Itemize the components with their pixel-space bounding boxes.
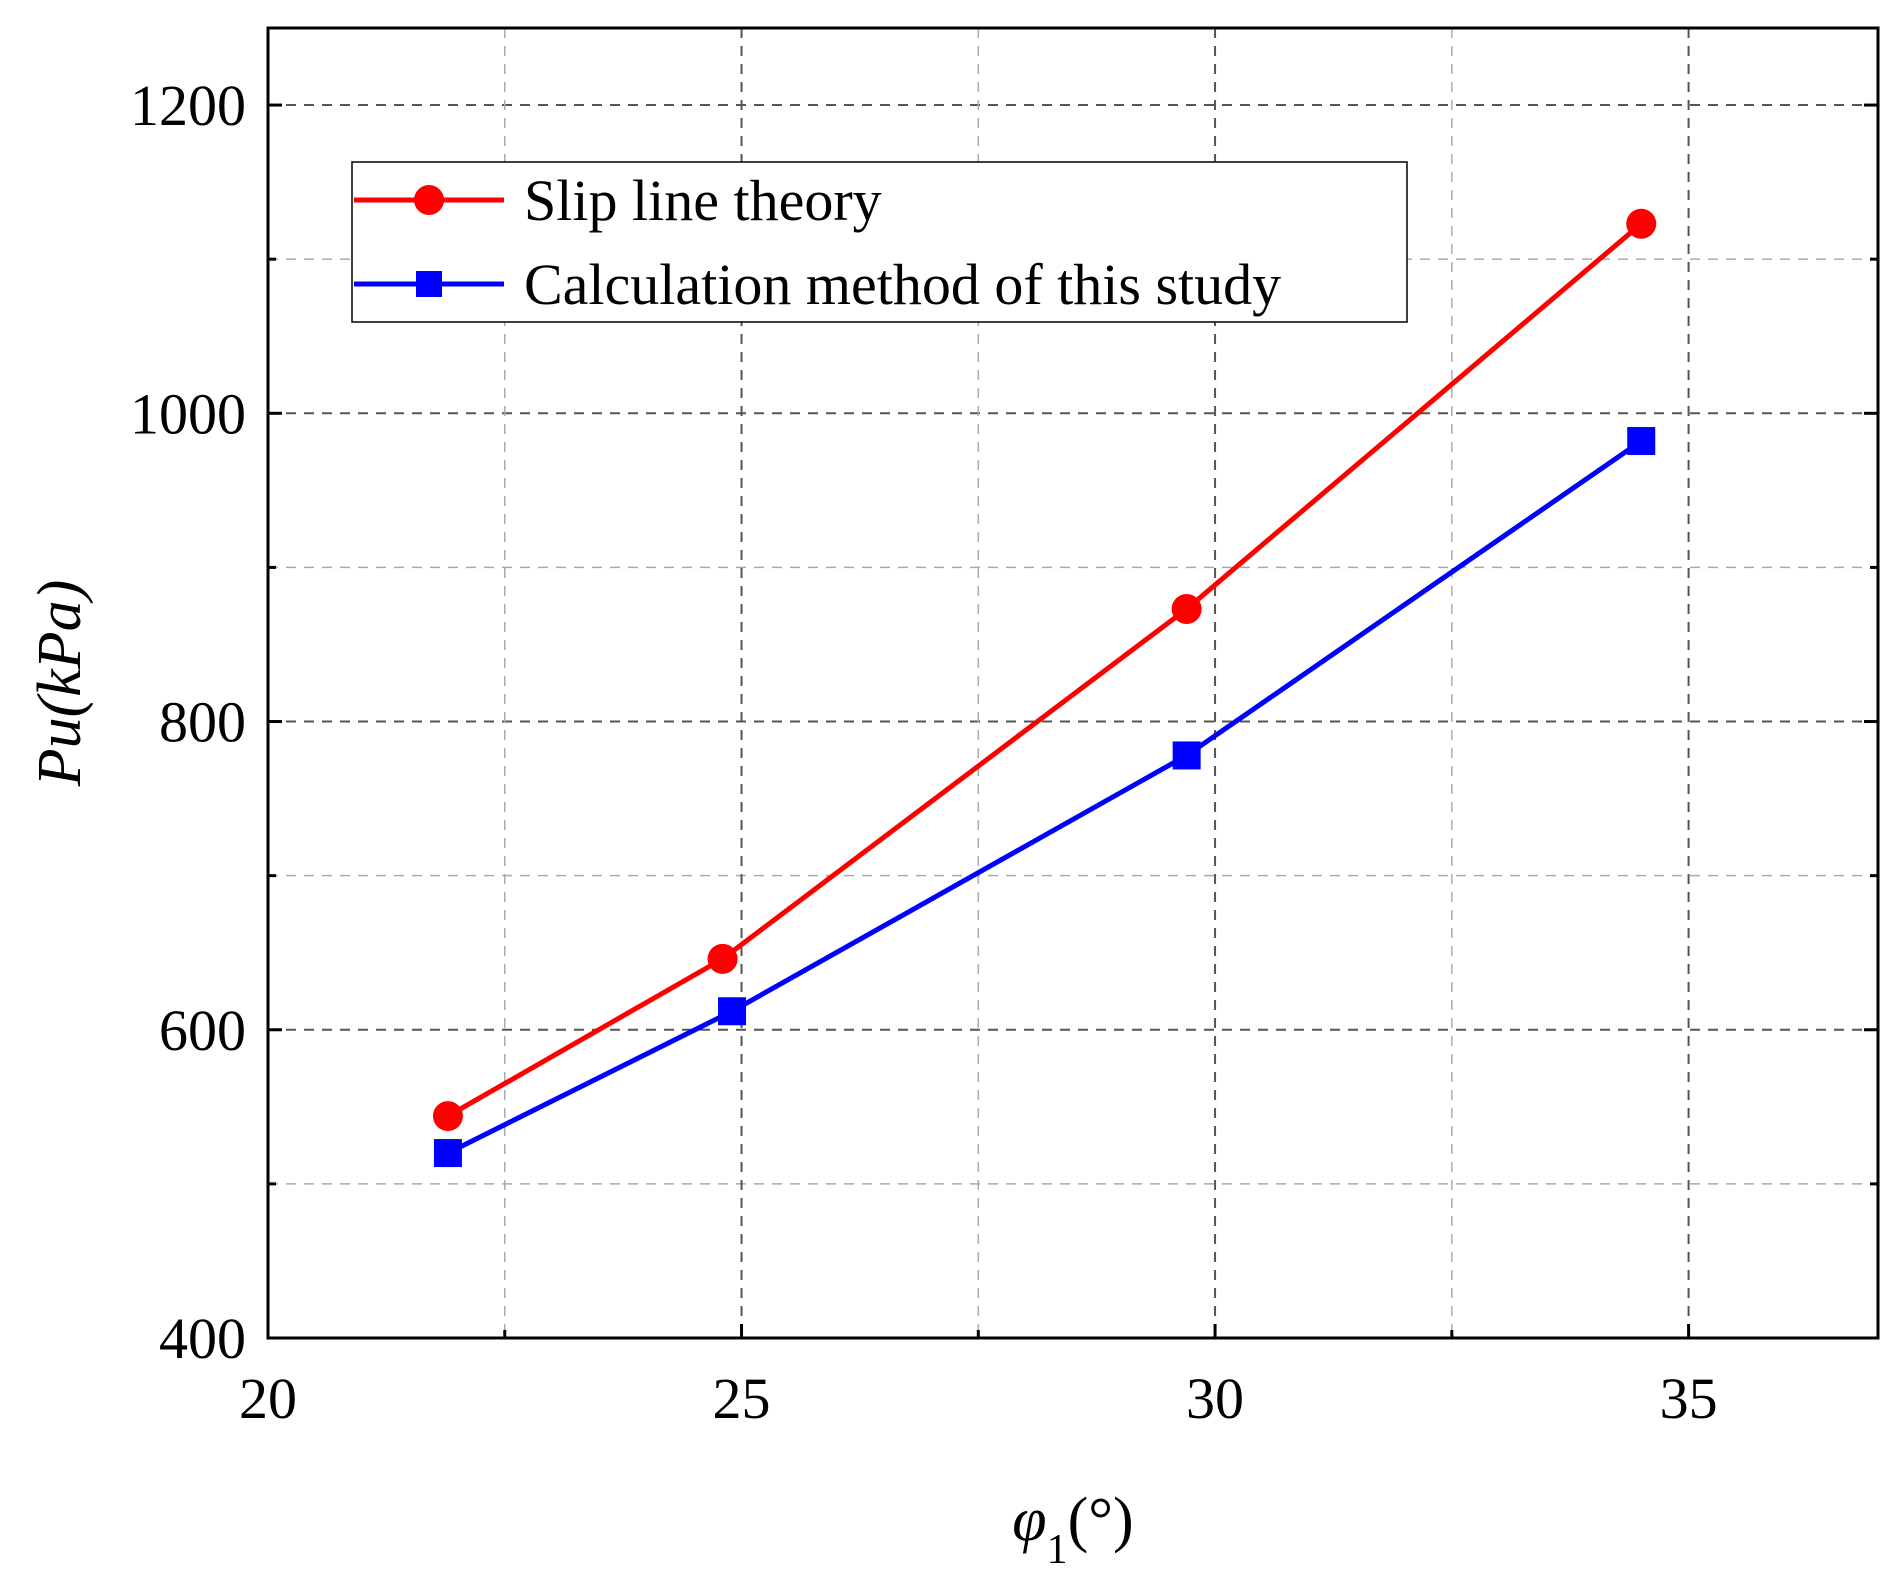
y-tick-label: 800 [159,690,246,755]
x-axis-title-symbol: φ [1012,1486,1046,1554]
series-square [433,427,1656,1168]
x-tick-label: 25 [713,1366,771,1431]
data-point-square [1172,741,1201,770]
legend: Slip line theory Calculation method of th… [351,161,1408,323]
axis-ticks [266,103,1878,1340]
y-axis-title: Pu(kPa) [26,580,94,788]
data-point-circle [432,1101,463,1132]
series-circle [432,208,1657,1132]
plot-frame [266,26,1880,1340]
legend-item: Slip line theory [354,168,882,233]
y-tick-label: 1200 [130,73,246,138]
series-group [432,208,1657,1168]
y-axis-title-main: Pu [26,717,94,787]
data-point-circle [707,943,738,974]
legend-marker-circle [414,185,444,215]
x-axis-title: φ1(°) [1012,1486,1133,1573]
legend-marker-square [416,271,442,297]
series-line [446,438,1643,1156]
legend-item: Calculation method of this study [354,252,1281,317]
legend-label: Calculation method of this study [524,252,1281,317]
series-line [446,221,1643,1119]
legend-items: Slip line theory Calculation method of th… [354,168,1281,317]
y-axis-title-unit: (kPa) [26,580,94,718]
y-tick-label: 1000 [130,381,246,446]
x-axis-title-unit: (°) [1068,1486,1134,1554]
legend-label: Slip line theory [524,168,882,233]
data-point-square [718,997,747,1026]
data-point-square [433,1139,462,1168]
data-point-circle [1171,594,1202,625]
data-point-square [1627,427,1656,456]
y-tick-label: 600 [159,998,246,1063]
x-tick-label: 35 [1660,1366,1718,1431]
legend-box [351,161,1408,323]
tick-labels: 20 25 30 35 400 600 800 1000 1200 [130,73,1718,1431]
x-tick-label: 20 [239,1366,297,1431]
x-tick-label: 30 [1186,1366,1244,1431]
data-point-circle [1626,208,1657,239]
y-tick-label: 400 [159,1306,246,1371]
x-axis-title-subscript: 1 [1047,1527,1068,1573]
